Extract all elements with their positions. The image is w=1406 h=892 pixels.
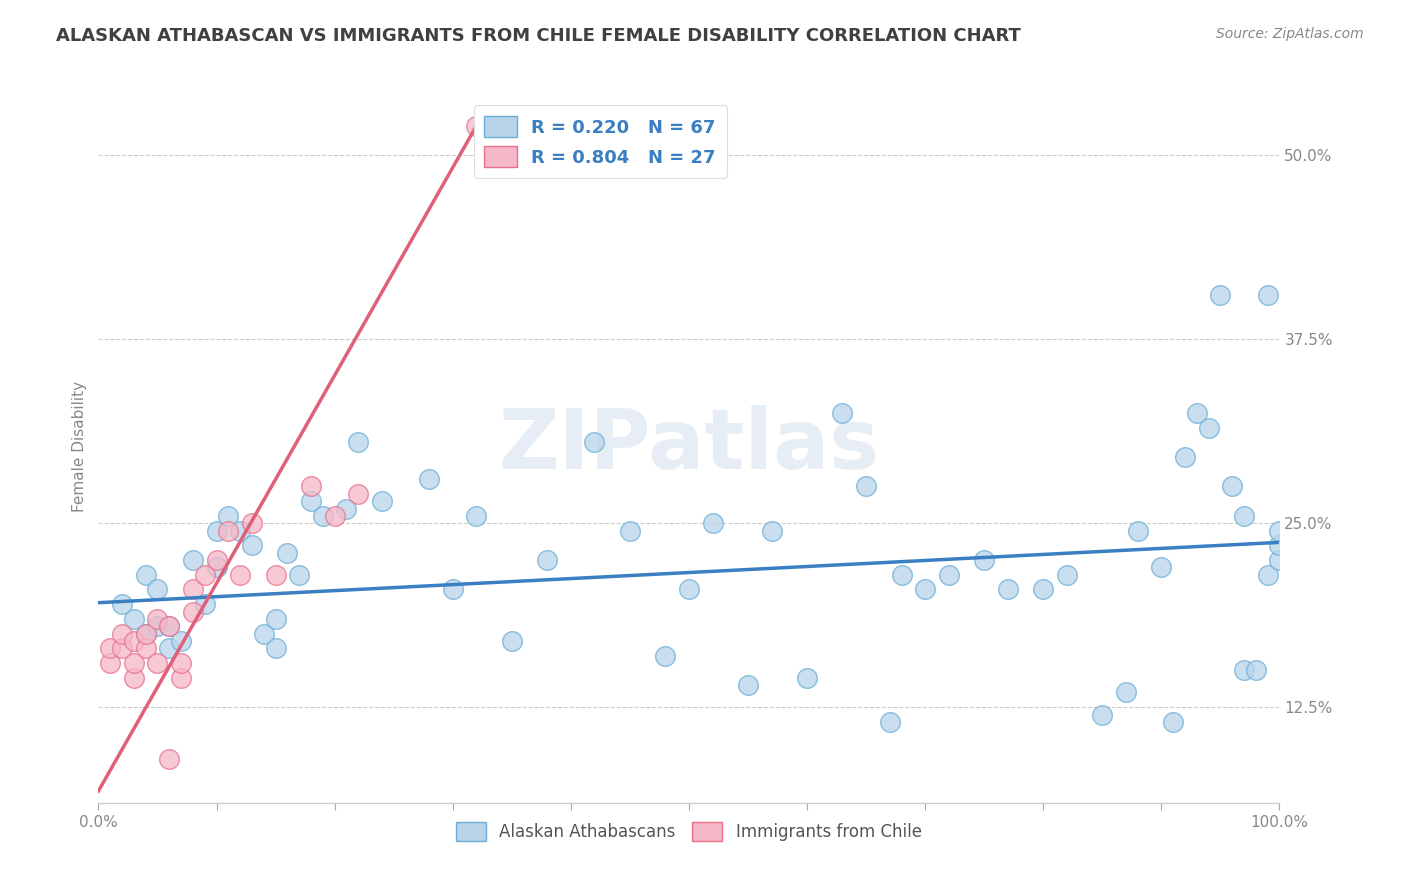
Point xyxy=(146,582,169,597)
Point xyxy=(702,516,724,531)
Point xyxy=(831,406,853,420)
Text: ALASKAN ATHABASCAN VS IMMIGRANTS FROM CHILE FEMALE DISABILITY CORRELATION CHART: ALASKAN ATHABASCAN VS IMMIGRANTS FROM CH… xyxy=(56,27,1021,45)
Point xyxy=(122,671,145,685)
Point xyxy=(441,582,464,597)
Point xyxy=(1185,406,1208,420)
Point xyxy=(879,714,901,729)
Point xyxy=(1056,567,1078,582)
Point xyxy=(98,656,121,670)
Point xyxy=(536,553,558,567)
Y-axis label: Female Disability: Female Disability xyxy=(72,380,87,512)
Point xyxy=(1115,685,1137,699)
Point xyxy=(135,626,157,640)
Point xyxy=(914,582,936,597)
Point xyxy=(619,524,641,538)
Point xyxy=(465,508,488,523)
Point xyxy=(678,582,700,597)
Point xyxy=(1220,479,1243,493)
Point xyxy=(135,641,157,656)
Point xyxy=(583,435,606,450)
Point xyxy=(194,597,217,611)
Point xyxy=(1091,707,1114,722)
Point xyxy=(1174,450,1197,464)
Point xyxy=(205,524,228,538)
Point xyxy=(111,597,134,611)
Point xyxy=(181,605,204,619)
Point xyxy=(98,641,121,656)
Point xyxy=(1268,524,1291,538)
Point xyxy=(1150,560,1173,574)
Point xyxy=(1268,538,1291,552)
Point xyxy=(240,538,263,552)
Point xyxy=(253,626,276,640)
Point xyxy=(217,524,239,538)
Point xyxy=(170,671,193,685)
Point xyxy=(890,567,912,582)
Point xyxy=(146,619,169,633)
Point xyxy=(501,634,523,648)
Point xyxy=(276,546,298,560)
Point xyxy=(1126,524,1149,538)
Point xyxy=(1198,420,1220,434)
Point xyxy=(323,508,346,523)
Point xyxy=(157,641,180,656)
Text: ZIPatlas: ZIPatlas xyxy=(499,406,879,486)
Point xyxy=(122,656,145,670)
Point xyxy=(181,582,204,597)
Point xyxy=(465,119,488,133)
Point xyxy=(229,567,252,582)
Point xyxy=(347,487,370,501)
Point xyxy=(855,479,877,493)
Point xyxy=(1233,508,1256,523)
Point xyxy=(264,641,287,656)
Point xyxy=(312,508,335,523)
Point xyxy=(122,612,145,626)
Point xyxy=(1209,288,1232,302)
Point xyxy=(1257,288,1279,302)
Point xyxy=(111,626,134,640)
Point xyxy=(240,516,263,531)
Point xyxy=(418,472,440,486)
Point xyxy=(1233,664,1256,678)
Point xyxy=(146,612,169,626)
Point xyxy=(205,553,228,567)
Point xyxy=(264,612,287,626)
Point xyxy=(146,656,169,670)
Legend: Alaskan Athabascans, Immigrants from Chile: Alaskan Athabascans, Immigrants from Chi… xyxy=(450,815,928,848)
Point xyxy=(654,648,676,663)
Point xyxy=(157,619,180,633)
Point xyxy=(347,435,370,450)
Point xyxy=(1032,582,1054,597)
Point xyxy=(938,567,960,582)
Point xyxy=(1244,664,1267,678)
Point xyxy=(299,479,322,493)
Point xyxy=(170,634,193,648)
Point xyxy=(299,494,322,508)
Point xyxy=(170,656,193,670)
Point xyxy=(157,619,180,633)
Point xyxy=(111,641,134,656)
Point xyxy=(194,567,217,582)
Point xyxy=(1161,714,1184,729)
Point xyxy=(371,494,394,508)
Point xyxy=(335,501,357,516)
Point xyxy=(796,671,818,685)
Point xyxy=(205,560,228,574)
Point xyxy=(122,634,145,648)
Text: Source: ZipAtlas.com: Source: ZipAtlas.com xyxy=(1216,27,1364,41)
Point xyxy=(135,567,157,582)
Point xyxy=(217,508,239,523)
Point xyxy=(181,553,204,567)
Point xyxy=(288,567,311,582)
Point xyxy=(973,553,995,567)
Point xyxy=(264,567,287,582)
Point xyxy=(737,678,759,692)
Point xyxy=(761,524,783,538)
Point xyxy=(997,582,1019,597)
Point xyxy=(1268,553,1291,567)
Point xyxy=(229,524,252,538)
Point xyxy=(1257,567,1279,582)
Point xyxy=(157,752,180,766)
Point xyxy=(135,626,157,640)
